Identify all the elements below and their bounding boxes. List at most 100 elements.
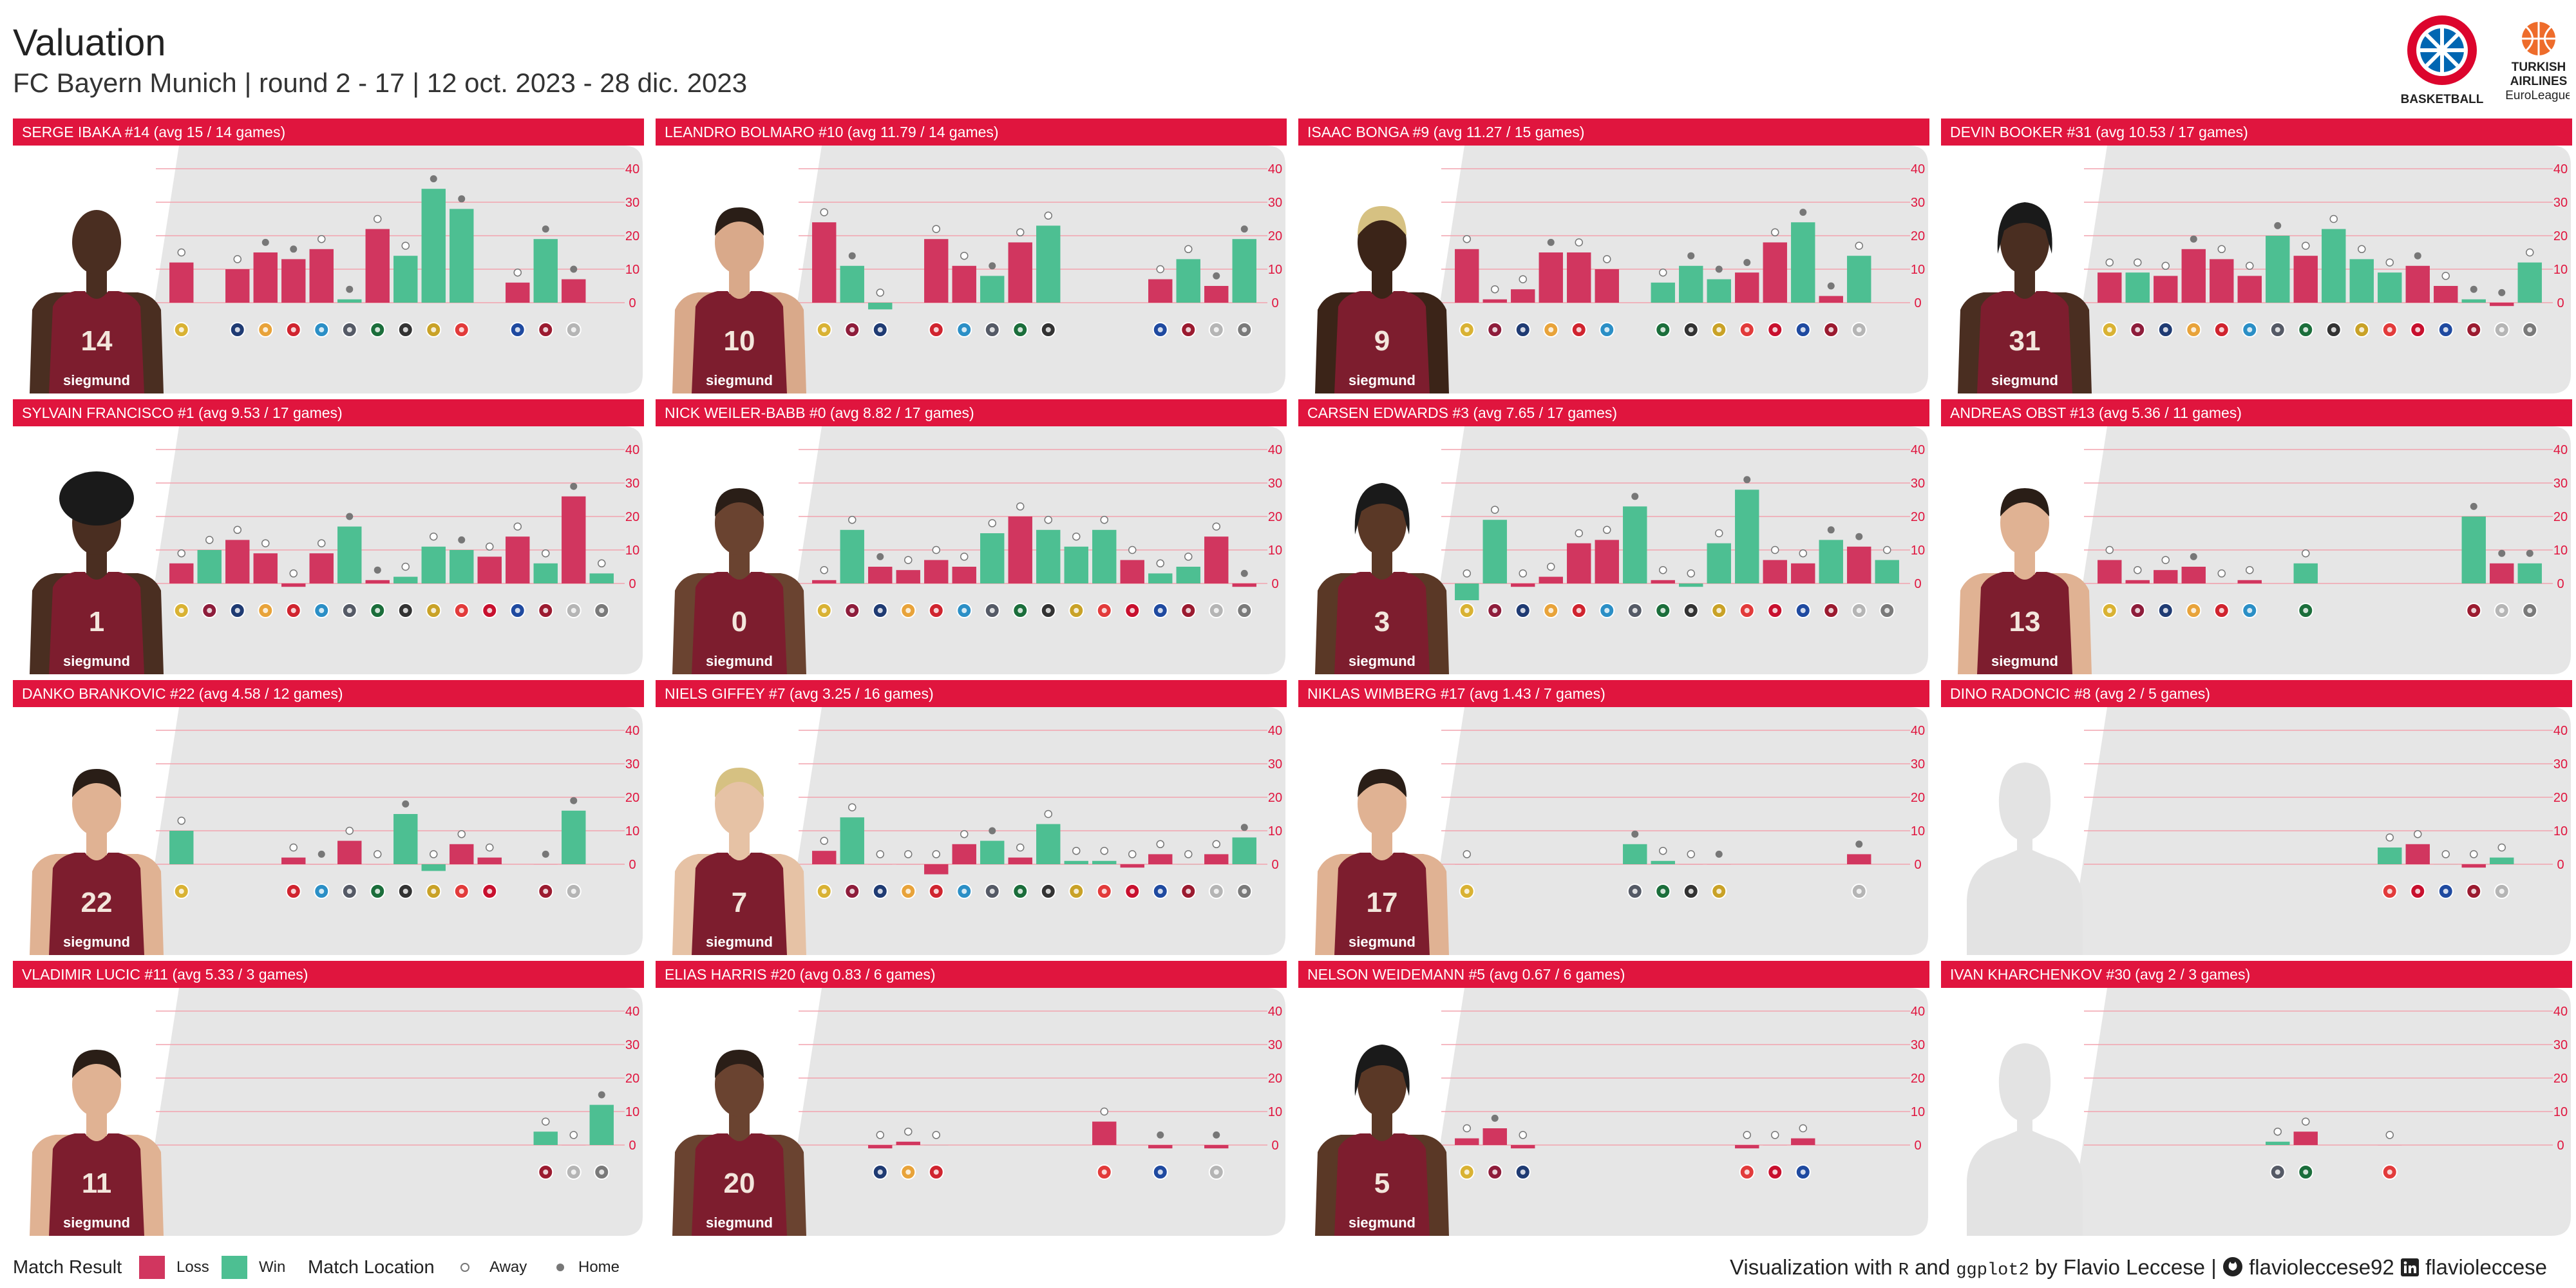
opponent-logo-inner	[178, 889, 184, 894]
opponent-logo-inner	[178, 608, 184, 613]
location-point	[346, 285, 354, 293]
opponent-logo-inner	[263, 608, 269, 613]
opponent-logo-inner	[599, 1170, 605, 1175]
location-point	[457, 829, 466, 838]
location-point	[261, 238, 269, 246]
valuation-bar	[506, 536, 530, 583]
opponent-logo-inner	[431, 608, 437, 613]
player-panel: ELIAS HARRIS #20 (avg 0.83 / 6 games) 0 10…	[656, 961, 1287, 1236]
y-tick-label: 0	[1271, 858, 1278, 872]
location-point	[2385, 1131, 2394, 1139]
location-point	[261, 539, 270, 547]
y-tick-label: 10	[1911, 824, 1925, 838]
player-hair	[72, 769, 121, 797]
location-point	[1715, 265, 1723, 273]
player-photo: 10 siegmund	[672, 207, 806, 393]
location-point	[1547, 238, 1555, 246]
player-jersey	[49, 853, 144, 955]
valuation-bar	[2266, 1141, 2290, 1145]
opponent-logo-inner	[1130, 608, 1135, 613]
valuation-bar	[1482, 520, 1507, 583]
y-tick-label: 30	[625, 477, 639, 491]
player-panel: ISAAC BONGA #9 (avg 11.27 / 15 games) 0 10…	[1298, 118, 1929, 393]
opponent-logo-inner	[431, 327, 437, 332]
y-tick-label: 40	[1911, 724, 1925, 738]
location-point	[2302, 1117, 2310, 1126]
player-jersey	[49, 572, 144, 674]
valuation-bar	[2237, 276, 2262, 303]
opponent-logo-inner	[1213, 327, 1219, 332]
panel-chart: 0 10 20 30 40 9 siegmund	[1298, 146, 1928, 393]
valuation-bar	[1539, 252, 1563, 303]
linkedin-link[interactable]: flavioleccese	[2425, 1255, 2548, 1279]
player-hair	[1358, 769, 1406, 797]
player-panel: IVAN KHARCHENKOV #30 (avg 2 / 3 games) 0 1…	[1941, 961, 2572, 1236]
location-point	[570, 482, 578, 490]
opponent-logo-inner	[1632, 608, 1638, 613]
valuation-bar	[1651, 860, 1675, 864]
player-photo: 3 siegmund	[1315, 483, 1449, 674]
opponent-logo-inner	[515, 608, 520, 613]
opponent-logo-inner	[2443, 327, 2448, 332]
opponent-logo-inner	[849, 608, 855, 613]
valuation-bar	[562, 496, 586, 583]
opponent-logo-inner	[2303, 608, 2309, 613]
player-head	[2000, 210, 2049, 274]
location-point	[2105, 545, 2114, 554]
opponent-logo-inner	[319, 608, 325, 613]
location-point	[1044, 810, 1052, 819]
opponent-logo-inner	[1018, 889, 1023, 894]
opponent-logo-inner	[2499, 608, 2505, 613]
location-point	[2274, 222, 2282, 229]
opponent-logo-inner	[346, 889, 352, 894]
legend-win-swatch	[222, 1256, 247, 1279]
opponent-logo-inner	[1242, 608, 1247, 613]
location-point	[1715, 529, 1723, 538]
location-point	[486, 843, 494, 852]
location-point	[2134, 258, 2142, 267]
valuation-bar	[365, 580, 390, 583]
valuation-bar	[1511, 1145, 1535, 1149]
panel-chart: 0 10 20 30 40 0 siegmund	[656, 426, 1285, 674]
valuation-bar	[840, 529, 864, 583]
y-tick-label: 0	[1271, 577, 1278, 591]
opponent-logo-inner	[1018, 608, 1023, 613]
valuation-bar	[2378, 272, 2402, 303]
location-point	[2385, 833, 2394, 842]
opponent-logo-inner	[1772, 327, 1778, 332]
valuation-bar	[1763, 242, 1787, 303]
opponent-logo-inner	[402, 889, 408, 894]
player-jersey	[1334, 572, 1430, 674]
player-silhouette	[1967, 762, 2083, 955]
location-point	[1128, 545, 1137, 554]
valuation-bar	[169, 262, 194, 303]
player-head	[1358, 210, 1406, 274]
opponent-logo-inner	[2527, 608, 2533, 613]
valuation-bar	[1008, 857, 1032, 864]
valuation-bar	[1120, 864, 1144, 868]
player-panel: DEVIN BOOKER #31 (avg 10.53 / 17 games) 0…	[1941, 118, 2572, 393]
location-point	[1044, 515, 1052, 524]
player-head	[1358, 491, 1406, 555]
location-point	[513, 268, 522, 277]
opponent-logo-inner	[821, 327, 827, 332]
location-point	[848, 803, 857, 811]
opponent-logo-inner	[1186, 889, 1191, 894]
valuation-bar	[2349, 259, 2374, 303]
location-point	[1100, 1107, 1108, 1116]
opponent-logo-inner	[319, 889, 325, 894]
panel-chart: 0 10 20 30 40 3 siegmund	[1298, 426, 1928, 674]
valuation-bar	[2154, 276, 2178, 303]
valuation-bar	[2293, 256, 2318, 303]
location-point	[1156, 265, 1164, 274]
opponent-logo-inner	[319, 327, 325, 332]
player-head	[715, 491, 764, 555]
github-link[interactable]: flavioleccese92	[2249, 1255, 2394, 1279]
valuation-bar	[2293, 563, 2318, 583]
location-point	[1213, 1131, 1220, 1139]
location-point	[1463, 569, 1471, 578]
location-point	[2302, 242, 2310, 250]
panel-chart: 0 10 20 30 40 10 siegmund	[656, 146, 1285, 393]
valuation-bar	[589, 573, 614, 583]
player-jersey	[692, 572, 787, 674]
